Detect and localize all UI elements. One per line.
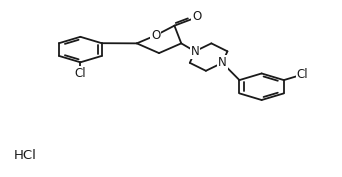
Text: O: O: [151, 29, 160, 42]
Text: O: O: [192, 10, 201, 23]
Text: Cl: Cl: [297, 68, 308, 81]
Text: HCl: HCl: [14, 149, 37, 162]
Text: Cl: Cl: [75, 67, 86, 80]
Text: N: N: [190, 45, 199, 58]
Text: N: N: [218, 56, 227, 69]
